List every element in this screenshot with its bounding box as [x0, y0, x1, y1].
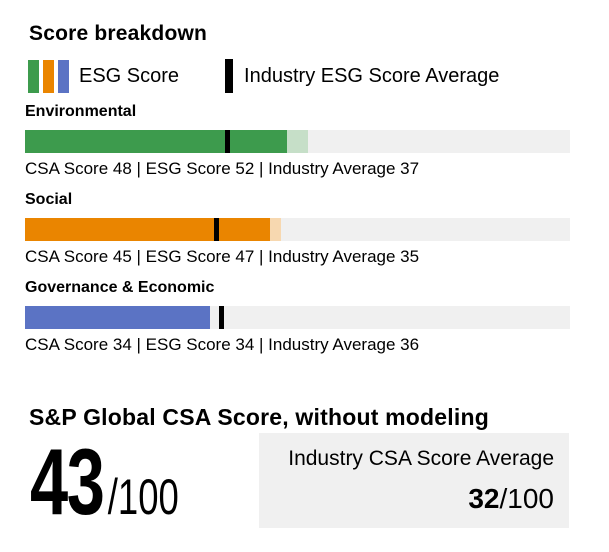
score-bar-track: [25, 218, 570, 241]
score-bar-track: [25, 130, 570, 153]
legend-swatch-stripe-orange: [43, 59, 54, 93]
esg-extension-bar: [270, 218, 282, 241]
csa-score-denominator: /100: [107, 469, 179, 525]
summary-heading: S&P Global CSA Score, without modeling: [29, 404, 489, 430]
section-social: Social CSA Score 45 | ESG Score 47 | Ind…: [25, 190, 570, 267]
csa-score-bar: [25, 306, 211, 329]
legend-swatch-stripe-blue: [58, 59, 69, 93]
industry-average-marker: [213, 218, 219, 241]
section-environmental: Environmental CSA Score 48 | ESG Score 5…: [25, 102, 570, 179]
esg-score-swatch-icon: [28, 59, 73, 93]
industry-box-value: 32/100: [274, 484, 554, 514]
industry-box-score: 32: [468, 483, 500, 514]
section-governance-economic: Governance & Economic CSA Score 34 | ESG…: [25, 278, 570, 355]
industry-average-marker: [219, 306, 225, 329]
industry-box-label: Industry CSA Score Average: [288, 447, 554, 470]
legend-esg-score-label: ESG Score: [79, 64, 180, 87]
section-label: Social: [25, 191, 73, 208]
industry-average-marker: [224, 130, 230, 153]
section-label: Environmental: [25, 103, 137, 120]
industry-box-denominator: /100: [499, 483, 555, 514]
csa-score: 43 /100: [30, 435, 179, 529]
csa-score-bar: [25, 218, 271, 241]
score-bar-track: [25, 306, 570, 329]
industry-average-box: Industry CSA Score Average 32/100: [259, 433, 569, 528]
legend-swatch-stripe-green: [28, 59, 39, 93]
score-caption: CSA Score 45 | ESG Score 47 | Industry A…: [25, 247, 420, 266]
industry-average-marker-icon: [225, 59, 234, 93]
csa-score-value: 43: [30, 429, 105, 534]
legend-industry-average-label: Industry ESG Score Average: [244, 64, 500, 87]
page-title: Score breakdown: [29, 22, 208, 45]
score-caption: CSA Score 48 | ESG Score 52 | Industry A…: [25, 159, 420, 178]
section-label: Governance & Economic: [25, 279, 215, 296]
esg-extension-bar: [286, 130, 309, 153]
score-caption: CSA Score 34 | ESG Score 34 | Industry A…: [25, 335, 420, 354]
legend: ESG Score Industry ESG Score Average: [28, 59, 499, 93]
csa-score-bar: [25, 130, 287, 153]
